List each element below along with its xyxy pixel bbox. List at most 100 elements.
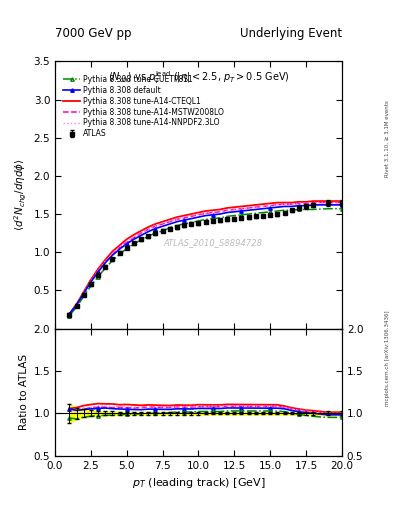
- Pythia 8.308 tune-A14-CTEQL1: [67, 311, 72, 317]
- Pythia 8.308 tune-A14-CTEQL1: [74, 301, 79, 307]
- Pythia 8.308 tune-CUETP8S1: [232, 212, 237, 219]
- Pythia 8.308 tune-A14-NNPDF2.3LO: [74, 302, 79, 308]
- Pythia 8.308 default: [311, 202, 316, 208]
- Pythia 8.308 tune-A14-MSTW2008LO: [297, 200, 301, 206]
- Pythia 8.308 tune-A14-NNPDF2.3LO: [103, 258, 108, 264]
- Pythia 8.308 tune-A14-NNPDF2.3LO: [225, 207, 230, 214]
- Pythia 8.308 tune-A14-MSTW2008LO: [311, 200, 316, 206]
- Pythia 8.308 tune-A14-MSTW2008LO: [182, 215, 187, 221]
- Pythia 8.308 tune-A14-MSTW2008LO: [261, 203, 265, 209]
- Pythia 8.308 tune-A14-NNPDF2.3LO: [340, 200, 344, 206]
- Pythia 8.308 tune-A14-MSTW2008LO: [81, 290, 86, 296]
- Pythia 8.308 tune-A14-NNPDF2.3LO: [153, 223, 158, 229]
- Pythia 8.308 tune-CUETP8S1: [211, 216, 215, 222]
- X-axis label: $p_T$ (leading track) [GeV]: $p_T$ (leading track) [GeV]: [132, 476, 265, 490]
- Pythia 8.308 tune-A14-CTEQL1: [125, 236, 129, 242]
- Pythia 8.308 tune-CUETP8S1: [275, 208, 280, 214]
- Pythia 8.308 tune-A14-MSTW2008LO: [268, 203, 273, 209]
- Pythia 8.308 tune-A14-NNPDF2.3LO: [246, 205, 251, 211]
- Pythia 8.308 tune-A14-NNPDF2.3LO: [110, 251, 115, 257]
- Pythia 8.308 tune-CUETP8S1: [117, 251, 122, 258]
- Pythia 8.308 tune-A14-NNPDF2.3LO: [146, 226, 151, 232]
- Pythia 8.308 tune-A14-CTEQL1: [203, 208, 208, 214]
- Pythia 8.308 tune-A14-MSTW2008LO: [125, 239, 129, 245]
- Pythia 8.308 tune-A14-CTEQL1: [275, 200, 280, 206]
- Pythia 8.308 tune-CUETP8S1: [253, 210, 258, 217]
- Pythia 8.308 default: [239, 208, 244, 214]
- Pythia 8.308 tune-CUETP8S1: [282, 207, 287, 214]
- Pythia 8.308 tune-A14-NNPDF2.3LO: [289, 201, 294, 207]
- Pythia 8.308 default: [304, 203, 309, 209]
- Pythia 8.308 tune-A14-MSTW2008LO: [146, 226, 151, 232]
- Legend: Pythia 8.308 tune-CUETP8S1, Pythia 8.308 default, Pythia 8.308 tune-A14-CTEQL1, : Pythia 8.308 tune-CUETP8S1, Pythia 8.308…: [62, 73, 226, 140]
- Pythia 8.308 tune-A14-MSTW2008LO: [139, 230, 143, 236]
- Pythia 8.308 default: [289, 203, 294, 209]
- Pythia 8.308 tune-A14-CTEQL1: [304, 199, 309, 205]
- Pythia 8.308 tune-A14-MSTW2008LO: [132, 234, 136, 241]
- Pythia 8.308 tune-A14-NNPDF2.3LO: [253, 204, 258, 210]
- Pythia 8.308 tune-A14-MSTW2008LO: [289, 201, 294, 207]
- Pythia 8.308 tune-A14-CTEQL1: [211, 207, 215, 214]
- Pythia 8.308 default: [275, 204, 280, 210]
- Pythia 8.308 tune-A14-MSTW2008LO: [117, 245, 122, 251]
- Pythia 8.308 tune-CUETP8S1: [203, 216, 208, 222]
- Pythia 8.308 tune-A14-MSTW2008LO: [304, 200, 309, 206]
- Pythia 8.308 tune-A14-CTEQL1: [117, 242, 122, 248]
- Text: ATLAS_2010_S8894728: ATLAS_2010_S8894728: [163, 239, 262, 247]
- Pythia 8.308 tune-A14-CTEQL1: [146, 224, 151, 230]
- Pythia 8.308 tune-CUETP8S1: [139, 237, 143, 243]
- Pythia 8.308 default: [203, 212, 208, 219]
- Pythia 8.308 tune-A14-MSTW2008LO: [340, 200, 344, 206]
- Pythia 8.308 tune-A14-NNPDF2.3LO: [174, 216, 179, 222]
- Pythia 8.308 default: [81, 290, 86, 296]
- Pythia 8.308 tune-A14-NNPDF2.3LO: [196, 211, 201, 217]
- Pythia 8.308 tune-CUETP8S1: [218, 215, 222, 221]
- Line: Pythia 8.308 tune-CUETP8S1: Pythia 8.308 tune-CUETP8S1: [68, 207, 343, 317]
- Pythia 8.308 default: [167, 221, 172, 227]
- Pythia 8.308 default: [268, 205, 273, 211]
- Pythia 8.308 tune-A14-CTEQL1: [268, 200, 273, 206]
- Pythia 8.308 tune-A14-MSTW2008LO: [160, 221, 165, 227]
- Pythia 8.308 tune-A14-NNPDF2.3LO: [218, 208, 222, 214]
- Pythia 8.308 default: [125, 241, 129, 247]
- Pythia 8.308 default: [261, 206, 265, 212]
- Pythia 8.308 default: [132, 236, 136, 242]
- Pythia 8.308 tune-A14-MSTW2008LO: [239, 206, 244, 212]
- Pythia 8.308 tune-A14-NNPDF2.3LO: [160, 220, 165, 226]
- Pythia 8.308 tune-CUETP8S1: [268, 209, 273, 215]
- Pythia 8.308 tune-A14-CTEQL1: [325, 198, 330, 204]
- Pythia 8.308 default: [153, 225, 158, 231]
- Y-axis label: $\langle d^2 N_{chg}/d\eta d\phi \rangle$: $\langle d^2 N_{chg}/d\eta d\phi \rangle…: [13, 159, 29, 231]
- Pythia 8.308 tune-CUETP8S1: [110, 258, 115, 264]
- Pythia 8.308 tune-CUETP8S1: [289, 207, 294, 214]
- Pythia 8.308 tune-A14-MSTW2008LO: [189, 214, 194, 220]
- Pythia 8.308 default: [182, 217, 187, 223]
- Pythia 8.308 default: [211, 212, 215, 218]
- Pythia 8.308 tune-CUETP8S1: [304, 206, 309, 212]
- Line: Pythia 8.308 tune-A14-CTEQL1: Pythia 8.308 tune-A14-CTEQL1: [70, 201, 342, 314]
- Pythia 8.308 tune-CUETP8S1: [182, 221, 187, 227]
- Pythia 8.308 tune-A14-MSTW2008LO: [282, 201, 287, 207]
- Pythia 8.308 tune-A14-CTEQL1: [88, 276, 93, 283]
- Pythia 8.308 tune-A14-MSTW2008LO: [218, 209, 222, 215]
- Pythia 8.308 tune-A14-NNPDF2.3LO: [81, 290, 86, 296]
- Pythia 8.308 tune-A14-CTEQL1: [182, 212, 187, 219]
- Pythia 8.308 tune-A14-CTEQL1: [239, 203, 244, 209]
- Pythia 8.308 tune-CUETP8S1: [125, 245, 129, 251]
- Pythia 8.308 tune-A14-NNPDF2.3LO: [275, 202, 280, 208]
- Pythia 8.308 tune-A14-NNPDF2.3LO: [304, 200, 309, 206]
- Pythia 8.308 tune-A14-MSTW2008LO: [225, 207, 230, 214]
- Text: $\langle N_{ch}\rangle$ vs $p_T^{\rm lead}$ ($|\eta| < 2.5$, $p_T > 0.5$ GeV): $\langle N_{ch}\rangle$ vs $p_T^{\rm lea…: [108, 70, 289, 86]
- Pythia 8.308 default: [253, 206, 258, 212]
- Pythia 8.308 tune-A14-CTEQL1: [132, 231, 136, 238]
- Pythia 8.308 tune-A14-CTEQL1: [225, 205, 230, 211]
- Pythia 8.308 tune-CUETP8S1: [261, 209, 265, 216]
- Pythia 8.308 tune-A14-NNPDF2.3LO: [182, 214, 187, 220]
- Pythia 8.308 tune-A14-CTEQL1: [340, 198, 344, 204]
- Pythia 8.308 tune-A14-CTEQL1: [246, 203, 251, 209]
- Pythia 8.308 tune-CUETP8S1: [196, 218, 201, 224]
- Pythia 8.308 tune-CUETP8S1: [103, 265, 108, 271]
- Pythia 8.308 default: [160, 223, 165, 229]
- Text: Underlying Event: Underlying Event: [240, 27, 342, 40]
- Pythia 8.308 tune-A14-CTEQL1: [174, 214, 179, 220]
